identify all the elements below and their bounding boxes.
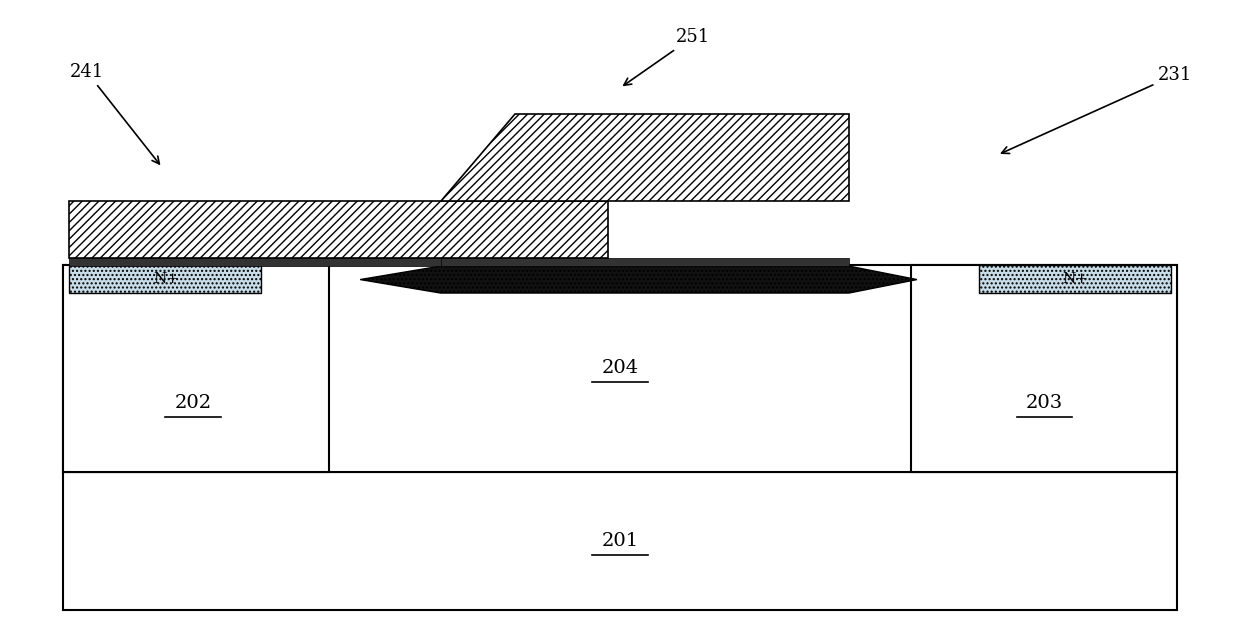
Bar	[440, 258, 849, 266]
Polygon shape	[360, 266, 916, 293]
Bar	[69, 258, 608, 266]
Bar	[978, 265, 1171, 293]
Text: 251: 251	[624, 28, 711, 85]
Text: 203: 203	[1025, 394, 1063, 412]
Text: 204: 204	[601, 359, 639, 377]
Text: 231: 231	[1002, 66, 1193, 154]
Text: N+: N+	[153, 272, 179, 285]
Bar	[69, 265, 262, 293]
Bar	[63, 472, 1177, 610]
Text: 201: 201	[601, 532, 639, 550]
Bar	[63, 265, 1177, 472]
Bar	[910, 265, 1177, 472]
Bar	[63, 265, 330, 472]
Bar	[69, 202, 608, 258]
Text: 241: 241	[69, 62, 160, 164]
Polygon shape	[440, 114, 849, 202]
Text: N+: N+	[1063, 272, 1089, 285]
Text: 202: 202	[175, 394, 212, 412]
